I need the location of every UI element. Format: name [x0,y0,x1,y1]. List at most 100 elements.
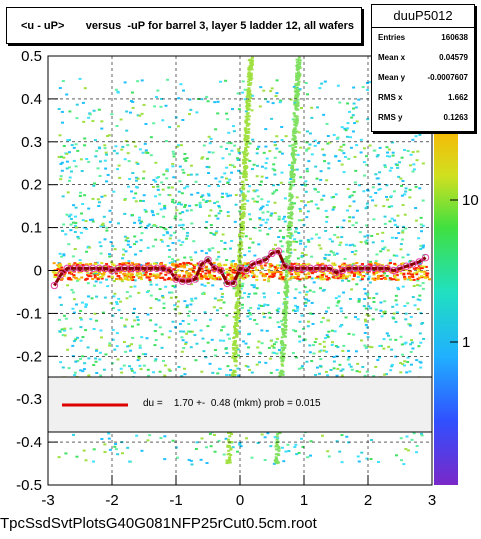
heat-cell [283,280,287,283]
heat-cell [348,205,352,208]
heat-cell [350,368,354,371]
heat-cell [383,373,387,376]
heat-cell [412,168,416,171]
heat-cell [103,450,107,453]
heat-cell [395,274,399,277]
heat-cell [286,289,290,292]
heat-cell [237,258,241,261]
profile-point [338,266,347,275]
heat-cell [237,275,241,278]
heat-cell [244,264,248,267]
heat-cell [344,129,348,132]
heat-cell [287,259,291,262]
heat-cell [279,99,283,102]
heat-cell [225,147,229,150]
heat-cell [322,113,326,116]
heat-cell [258,218,262,221]
heat-cell [266,218,270,221]
heat-cell [218,276,222,279]
heat-cell [288,208,292,211]
heat-cell [247,246,251,249]
heat-cell [295,196,299,199]
heat-cell [65,93,69,96]
heat-cell [59,178,63,181]
heat-cell [303,338,307,341]
heat-cell [178,212,182,215]
heat-cell [298,61,302,64]
heat-cell [98,351,102,354]
heat-cell [279,260,283,263]
heat-cell [277,454,281,457]
heat-cell [150,209,154,212]
heat-cell [241,340,245,343]
heat-cell [242,161,246,164]
heat-cell [347,332,351,335]
heat-cell [100,438,104,441]
heat-cell [149,319,153,322]
heat-cell [217,367,221,370]
heat-cell [192,240,196,243]
heat-cell [194,447,198,450]
heat-cell [358,271,362,274]
heat-cell [61,229,65,232]
heat-cell [127,160,131,163]
heat-cell [306,238,310,241]
heat-cell [261,205,265,208]
heat-cell [409,153,413,156]
heat-cell [247,91,251,94]
heat-cell [243,202,247,205]
heat-cell [110,261,114,264]
heat-cell [239,238,243,241]
heat-cell [270,87,274,90]
heat-cell [359,339,363,342]
heat-cell [301,263,305,266]
heat-cell [295,115,299,118]
heat-cell [94,360,98,363]
heat-cell [362,190,366,193]
heat-cell [60,266,64,269]
heat-cell [120,280,124,283]
heat-cell [277,292,281,295]
heat-cell [229,433,233,436]
heat-cell [225,192,229,195]
heat-cell [136,177,140,180]
heat-cell [400,184,404,187]
heat-cell [138,272,142,275]
heat-cell [112,279,116,282]
heat-cell [232,130,236,133]
heat-cell [69,223,73,226]
heat-cell [211,268,215,271]
heat-cell [228,459,232,462]
heat-cell [414,135,418,138]
heat-cell [295,119,299,122]
heat-cell [419,341,423,344]
heat-cell [229,454,233,457]
heat-cell [396,214,400,217]
heat-cell [200,249,204,252]
heat-cell [390,278,394,281]
heat-cell [368,345,372,348]
heat-cell [278,229,282,232]
heat-cell [290,161,294,164]
heat-cell [418,332,422,335]
heat-cell [365,326,369,329]
heat-cell [185,304,189,307]
heat-cell [204,272,208,275]
heat-cell [393,219,397,222]
heat-cell [310,360,314,363]
heat-cell [390,363,394,366]
heat-cell [361,271,365,274]
heat-cell [275,457,279,460]
heat-cell [274,453,278,456]
heat-cell [353,122,357,125]
heat-cell [241,180,245,183]
heat-cell [243,195,247,198]
heat-cell [415,284,419,287]
heat-cell [189,108,193,111]
heat-cell [304,204,308,207]
heat-cell [294,262,298,265]
heat-cell [217,185,221,188]
heat-cell [336,236,340,239]
heat-cell [110,113,114,116]
heat-cell [390,365,394,368]
